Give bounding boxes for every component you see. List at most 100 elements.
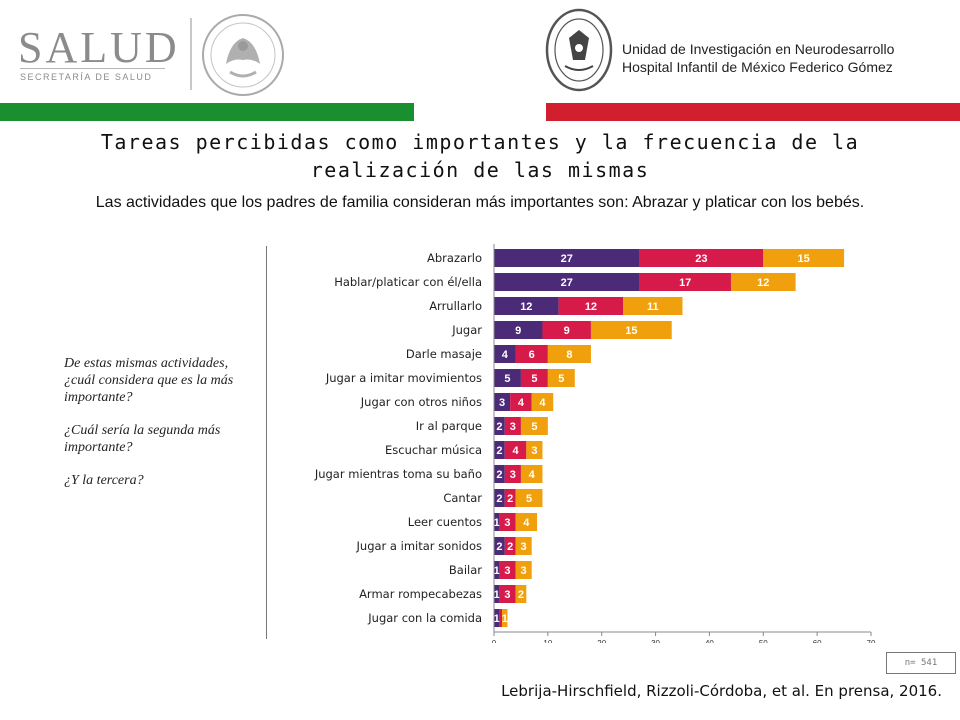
data-label: 3	[510, 469, 516, 481]
x-tick-label: 0	[492, 639, 497, 643]
bar-segment	[520, 417, 548, 435]
category-label: Arrullarlo	[429, 299, 482, 313]
bar-segment	[502, 609, 508, 627]
data-label: 2	[496, 469, 502, 481]
hospital-seal-icon	[545, 8, 613, 92]
bar-segment	[494, 393, 511, 411]
bar-segment	[494, 321, 543, 339]
x-tick-label: 60	[813, 639, 822, 643]
data-label: 6	[529, 349, 535, 361]
category-label: Jugar con otros niños	[360, 395, 482, 409]
category-label: Jugar a imitar movimientos	[325, 371, 482, 385]
bar-segment	[558, 297, 624, 315]
bar-segment	[510, 393, 532, 411]
data-label: 2	[507, 541, 513, 553]
data-label: 1	[494, 589, 500, 601]
category-label: Hablar/platicar con él/ella	[334, 275, 482, 289]
category-label: Leer cuentos	[408, 515, 482, 529]
data-label: 5	[531, 373, 537, 385]
data-label: 5	[558, 373, 564, 385]
question-2: ¿Cuál sería la segunda más importante?	[64, 423, 221, 455]
category-label: Jugar con la comida	[367, 611, 482, 625]
data-label: 4	[518, 397, 525, 409]
mexico-seal-icon	[202, 14, 284, 96]
salud-logo: SALUD SECRETARÍA DE SALUD	[18, 22, 178, 86]
salud-logo-subtitle: SECRETARÍA DE SALUD	[20, 72, 153, 82]
data-label: 17	[679, 277, 691, 289]
category-label: Darle masaje	[406, 347, 482, 361]
x-tick-label: 40	[705, 639, 714, 643]
data-label: 3	[510, 421, 516, 433]
data-label: 3	[521, 565, 527, 577]
bar-segment	[499, 585, 516, 603]
bar-segment	[515, 537, 532, 555]
x-tick-label: 20	[597, 639, 606, 643]
data-label: 12	[520, 301, 532, 313]
bar-segment	[504, 489, 516, 507]
bar-segment	[520, 369, 548, 387]
green-accent-bar	[0, 103, 414, 121]
data-label: 2	[496, 493, 502, 505]
data-label: 2	[496, 445, 502, 457]
bar-segment	[494, 441, 505, 459]
category-label: Ir al parque	[416, 419, 482, 433]
sample-size-box: n= 541	[886, 652, 956, 674]
bar-segment	[639, 273, 731, 291]
data-label: 3	[504, 589, 510, 601]
bar-segment	[494, 249, 640, 267]
data-label: 8	[566, 349, 572, 361]
question-1: De estas mismas actividades, ¿cuál consi…	[64, 356, 234, 405]
data-label: 1	[502, 613, 508, 625]
divider-line	[266, 246, 267, 639]
bar-segment	[494, 513, 500, 531]
x-tick-label: 30	[651, 639, 660, 643]
category-label: Jugar mientras toma su baño	[314, 467, 482, 481]
bar-segment	[499, 609, 503, 627]
bar-segment	[531, 393, 554, 411]
bar-segment	[515, 345, 548, 363]
category-label: Armar rompecabezas	[359, 587, 482, 601]
bar-segment	[504, 465, 521, 483]
bar-segment	[730, 273, 796, 291]
bar-segment	[542, 321, 591, 339]
data-label: 3	[499, 397, 505, 409]
bar-segment	[639, 249, 764, 267]
bar-segment	[494, 585, 500, 603]
red-accent-bar	[546, 103, 960, 121]
data-label: 5	[504, 373, 510, 385]
data-label: 3	[504, 517, 510, 529]
x-tick-label: 10	[543, 639, 552, 643]
category-label: Jugar a imitar sonidos	[356, 539, 482, 553]
category-label: Bailar	[449, 563, 482, 577]
institution-line-2: Hospital Infantil de México Federico Góm…	[622, 59, 893, 75]
data-label: 27	[561, 253, 573, 265]
salud-logo-text: SALUD	[18, 23, 180, 72]
data-label: 3	[521, 541, 527, 553]
bar-segment	[547, 369, 575, 387]
bar-segment	[504, 441, 527, 459]
data-label: 2	[507, 493, 513, 505]
data-label: 15	[798, 253, 810, 265]
data-label: 2	[496, 421, 502, 433]
slide-title: Tareas percibidas como importantes y la …	[100, 130, 860, 182]
institution-text: Unidad de Investigación en Neurodesarrol…	[622, 40, 894, 76]
bar-segment	[515, 561, 532, 579]
bar-segment	[494, 273, 640, 291]
data-label: 3	[531, 445, 537, 457]
bar-segment	[494, 369, 521, 387]
bar-segment	[494, 345, 516, 363]
bar-segment	[494, 537, 505, 555]
x-tick-label: 50	[759, 639, 768, 643]
data-label: 1	[494, 517, 500, 529]
bar-segment	[499, 561, 516, 579]
survey-questions: De estas mismas actividades, ¿cuál consi…	[64, 355, 254, 505]
bar-segment	[494, 489, 505, 507]
data-label: 5	[531, 421, 537, 433]
bar-segment	[504, 537, 516, 555]
bar-segment	[494, 609, 500, 627]
data-label: 27	[561, 277, 573, 289]
bar-segment	[499, 513, 516, 531]
data-label: 4	[523, 517, 530, 529]
bar-segment	[763, 249, 845, 267]
